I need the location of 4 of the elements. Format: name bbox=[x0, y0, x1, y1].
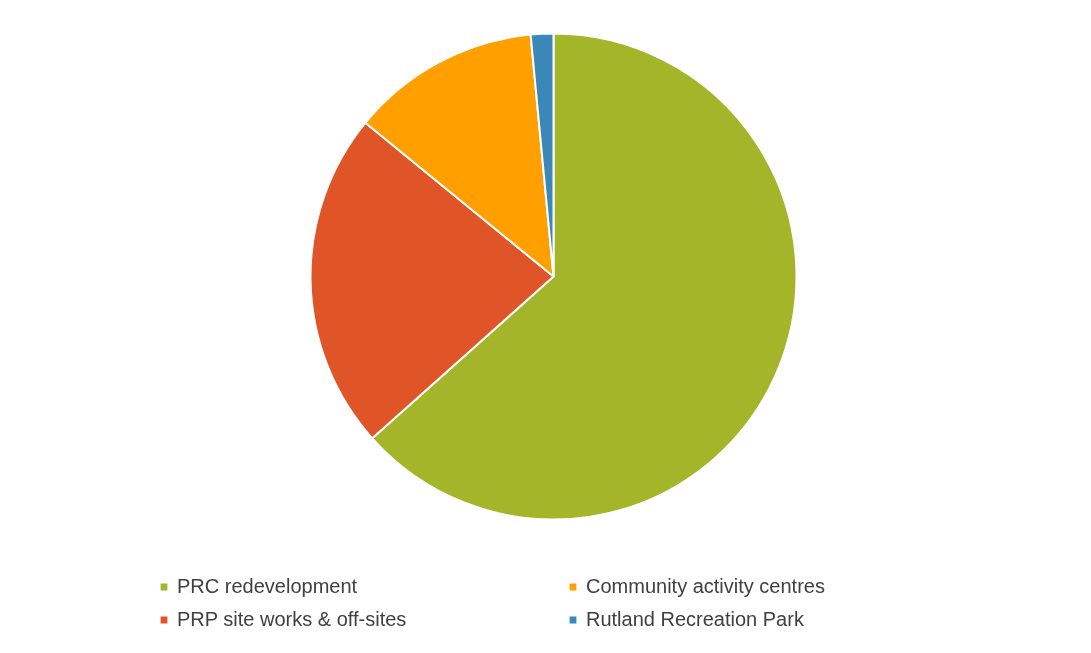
legend-label: Rutland Recreation Park bbox=[586, 608, 805, 631]
legend-label: PRC redevelopment bbox=[177, 575, 359, 598]
legend-label: PRP site works & off-sites bbox=[177, 608, 408, 631]
legend-label: Community activity centres bbox=[586, 575, 826, 598]
